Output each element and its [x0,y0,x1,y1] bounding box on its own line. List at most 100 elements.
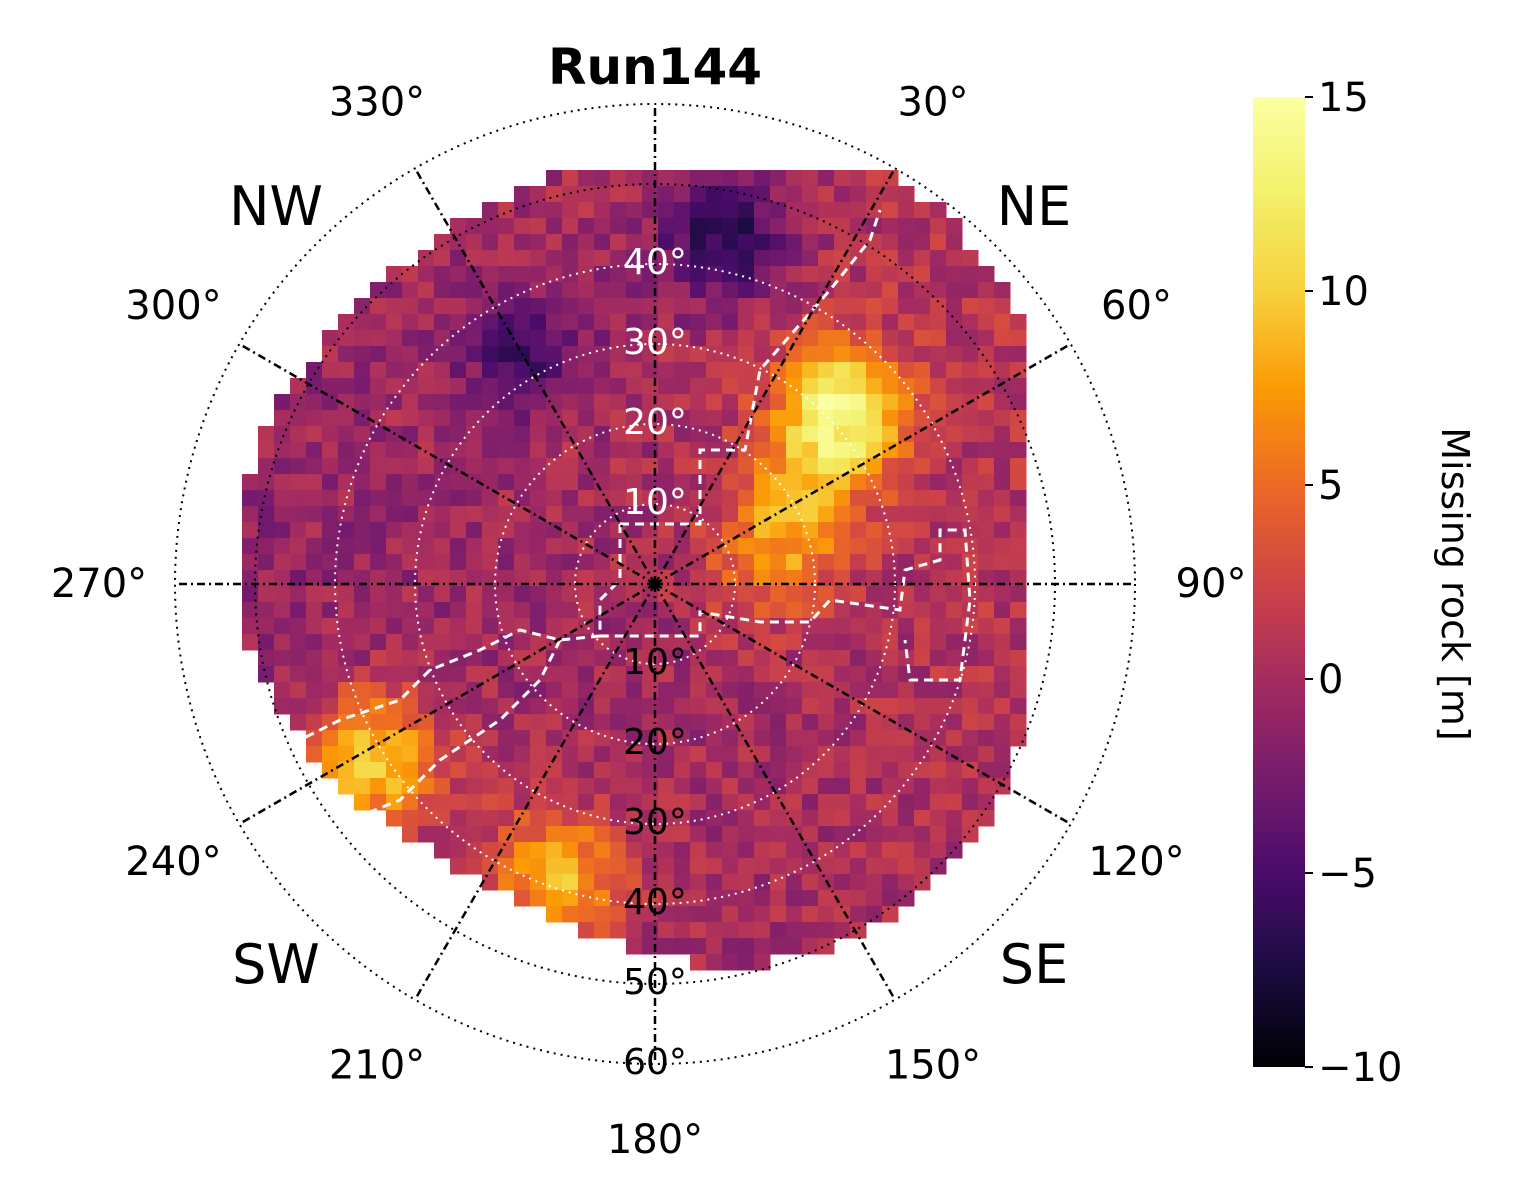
heatmap-cell [706,570,723,587]
heatmap-cell [418,746,435,763]
heatmap-cell [626,362,643,379]
heatmap-cell [882,698,899,715]
heatmap-cell [482,794,499,811]
heatmap-cell [322,634,339,651]
heatmap-cell [594,202,611,219]
heatmap-cell [834,746,851,763]
heatmap-cell [354,506,371,523]
heatmap-cell [738,426,755,443]
heatmap-cell [946,826,963,843]
heatmap-cell [770,666,787,683]
heatmap-cell [610,202,627,219]
radial-tick-label: 40° [623,242,687,283]
region-contour [299,628,601,742]
heatmap-cell [338,698,355,715]
heatmap-cell [258,426,275,443]
heatmap-cell [626,746,643,763]
heatmap-cell [914,298,931,315]
heatmap-cell [370,490,387,507]
heatmap-cell [498,362,515,379]
heatmap-cell [338,442,355,459]
heatmap-cell [850,282,867,299]
heatmap-cell [706,186,723,203]
heatmap-cell [402,650,419,667]
heatmap-cell [706,474,723,491]
heatmap-cell [610,698,627,715]
heatmap-cell [786,362,803,379]
heatmap-cell [578,826,595,843]
heatmap-cell [466,554,483,571]
heatmap-cell [386,282,403,299]
heatmap-cell [770,698,787,715]
heatmap-cell [818,938,835,955]
heatmap-cell [514,362,531,379]
heatmap-cell [898,442,915,459]
heatmap-cell [386,746,403,763]
heatmap-cell [898,698,915,715]
heatmap-cell [290,570,307,587]
heatmap-cell [594,282,611,299]
heatmap-cell [850,842,867,859]
heatmap-cell [930,778,947,795]
heatmap-cell [914,874,931,891]
heatmap-cell [562,522,579,539]
heatmap-cell [306,362,323,379]
heatmap-cell [514,426,531,443]
heatmap-cell [962,698,979,715]
heatmap-cell [994,762,1011,779]
heatmap-cell [434,506,451,523]
heatmap-cell [770,234,787,251]
heatmap-cell [466,314,483,331]
heatmap-cell [530,314,547,331]
heatmap-cell [578,298,595,315]
heatmap-cell [402,698,419,715]
heatmap-cell [866,458,883,475]
heatmap-cell [610,794,627,811]
heatmap-cell [546,538,563,555]
compass-label: SE [1000,933,1068,996]
heatmap-cell [834,922,851,939]
heatmap-cell [562,202,579,219]
angular-tick-label: 300° [125,283,221,329]
heatmap-cell [450,810,467,827]
heatmap-cell [770,266,787,283]
heatmap-cell [770,170,787,187]
heatmap-cell [434,554,451,571]
heatmap-cell [754,490,771,507]
heatmap-cell [850,426,867,443]
heatmap-cell [722,538,739,555]
radial-tick-label: 20° [623,402,687,443]
heatmap-cell [946,730,963,747]
heatmap-cell [402,378,419,395]
heatmap-cell [418,522,435,539]
heatmap-cell [786,602,803,619]
heatmap-cell [546,778,563,795]
heatmap-cell [626,874,643,891]
heatmap-cell [418,298,435,315]
heatmap-cell [930,858,947,875]
heatmap-cell [706,250,723,267]
heatmap-cell [258,538,275,555]
heatmap-cell [866,586,883,603]
heatmap-cell [498,842,515,859]
heatmap-cell [290,506,307,523]
heatmap-cell [738,202,755,219]
heatmap-cell [866,666,883,683]
heatmap-cell [338,426,355,443]
heatmap-cell [290,618,307,635]
heatmap-cell [706,810,723,827]
heatmap-cell [562,186,579,203]
heatmap-cell [418,490,435,507]
heatmap-cell [962,266,979,283]
heatmap-cell [562,602,579,619]
heatmap-cell [402,266,419,283]
heatmap-cell [914,202,931,219]
heatmap-cell [786,250,803,267]
heatmap-cell [322,746,339,763]
heatmap-cell [674,650,691,667]
heatmap-cell [338,634,355,651]
heatmap-cell [498,666,515,683]
heatmap-cell [962,346,979,363]
heatmap-cell [514,570,531,587]
heatmap-cell [674,250,691,267]
